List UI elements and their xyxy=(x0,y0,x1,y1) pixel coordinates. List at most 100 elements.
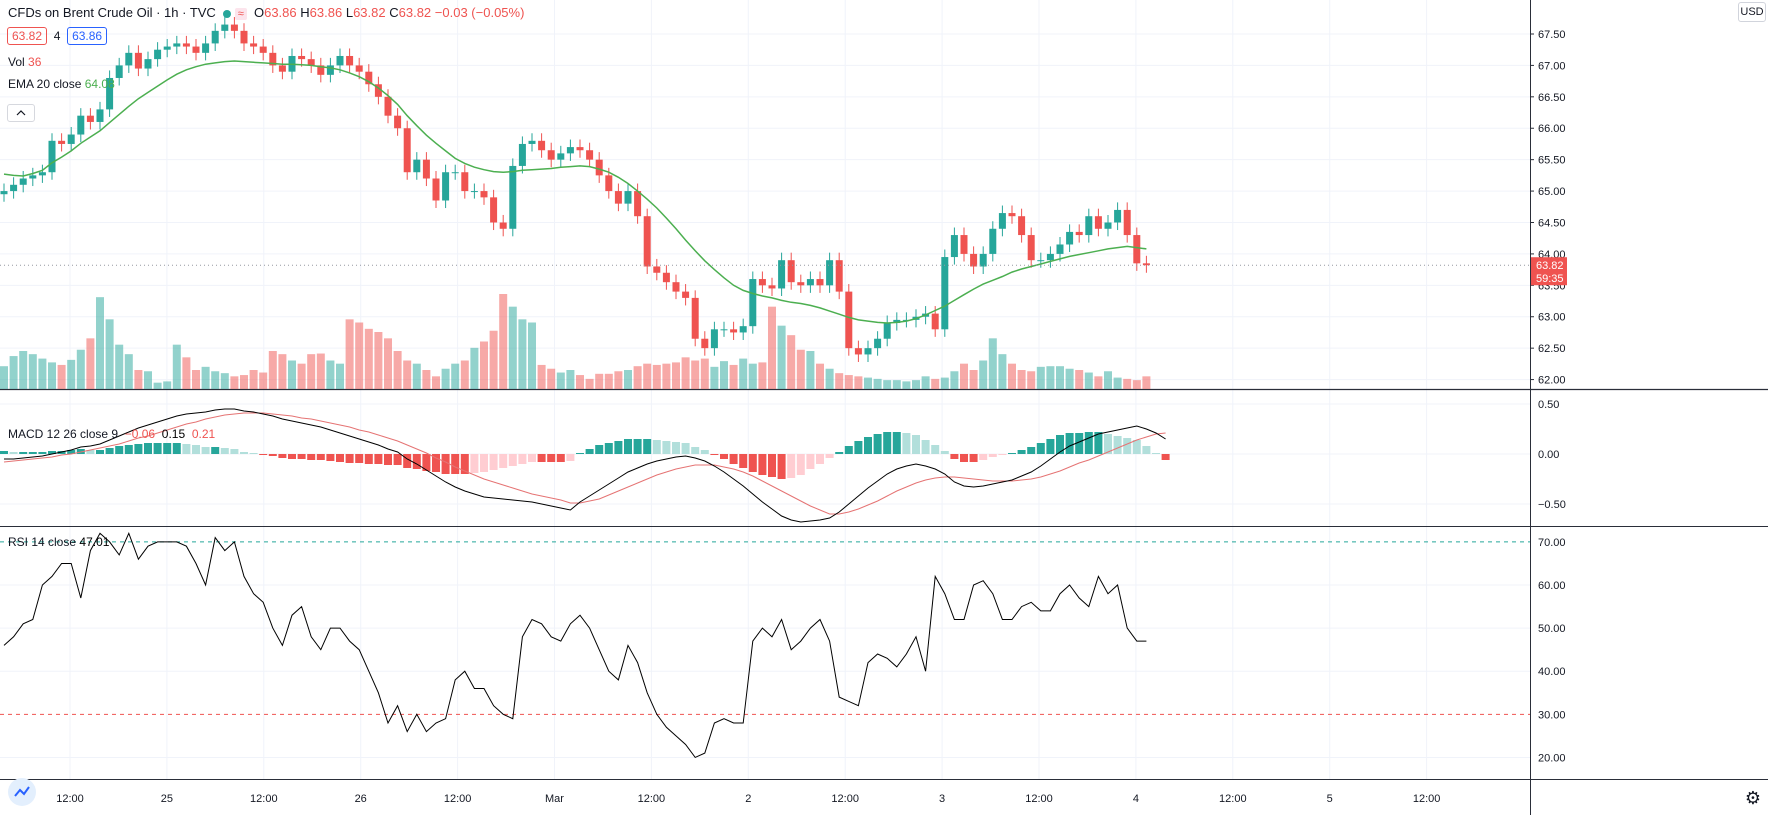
candle-body[interactable] xyxy=(1094,216,1102,229)
candle-body[interactable] xyxy=(1066,231,1074,245)
candle-body[interactable] xyxy=(989,228,997,254)
candle-body[interactable] xyxy=(278,65,286,72)
candle-body[interactable] xyxy=(653,266,661,273)
candle-body[interactable] xyxy=(355,65,363,72)
candle-body[interactable] xyxy=(1037,260,1045,262)
candle-body[interactable] xyxy=(518,143,526,166)
candle-body[interactable] xyxy=(576,147,584,151)
candle-body[interactable] xyxy=(787,260,795,283)
candle-body[interactable] xyxy=(307,59,315,66)
candle-body[interactable] xyxy=(797,282,805,286)
candle-body[interactable] xyxy=(221,24,229,31)
candle-body[interactable] xyxy=(192,46,200,53)
candle-body[interactable] xyxy=(413,159,421,173)
candle-body[interactable] xyxy=(835,260,843,292)
candle-body[interactable] xyxy=(202,43,210,53)
wave-icon[interactable]: ≈ xyxy=(234,8,247,20)
candle-body[interactable] xyxy=(230,24,238,31)
candle-body[interactable] xyxy=(720,329,728,331)
candle-body[interactable] xyxy=(10,184,18,192)
candle-body[interactable] xyxy=(19,178,27,185)
candle-body[interactable] xyxy=(163,46,171,50)
candle-body[interactable] xyxy=(269,52,277,66)
candle-body[interactable] xyxy=(326,65,334,75)
buy-price-button[interactable]: 63.86 xyxy=(67,27,108,45)
candle-body[interactable] xyxy=(1104,222,1112,229)
candle-body[interactable] xyxy=(941,257,949,330)
candle-body[interactable] xyxy=(701,338,709,349)
time-axis[interactable]: 12:00 25 12:00 26 12:00 Mar 12:00 2 12:00 3 12:00 4… xyxy=(56,793,1440,805)
candle-body[interactable] xyxy=(403,128,411,173)
candle-body[interactable] xyxy=(394,115,402,129)
candle-body[interactable] xyxy=(1123,209,1131,236)
gear-icon[interactable]: ⚙ xyxy=(1744,788,1762,808)
candle-body[interactable] xyxy=(336,55,344,66)
candle-body[interactable] xyxy=(1133,235,1141,264)
candle-body[interactable] xyxy=(250,43,258,47)
candle-body[interactable] xyxy=(154,49,162,60)
candle-body[interactable] xyxy=(806,279,814,286)
candle-body[interactable] xyxy=(365,71,373,85)
candle-body[interactable] xyxy=(864,348,872,355)
candle-body[interactable] xyxy=(931,313,939,330)
candle-body[interactable] xyxy=(547,150,555,160)
candle-body[interactable] xyxy=(1085,216,1093,236)
candle-body[interactable] xyxy=(317,65,325,75)
candle-body[interactable] xyxy=(566,147,574,154)
candle-body[interactable] xyxy=(758,279,766,286)
candle-body[interactable] xyxy=(883,323,891,339)
currency-button[interactable]: USD xyxy=(1738,2,1766,22)
candle-body[interactable] xyxy=(240,30,248,44)
candle-body[interactable] xyxy=(854,348,862,355)
candle-body[interactable] xyxy=(816,279,824,286)
candle-body[interactable] xyxy=(624,191,632,204)
candlestick-series[interactable] xyxy=(0,17,1150,362)
tradingview-logo-icon[interactable] xyxy=(8,778,36,806)
candle-body[interactable] xyxy=(710,329,718,349)
candle-body[interactable] xyxy=(1142,263,1150,266)
symbol-title[interactable]: CFDs on Brent Crude Oil · 1h · TVC xyxy=(8,5,216,20)
candle-body[interactable] xyxy=(77,115,85,135)
candle-body[interactable] xyxy=(298,55,306,60)
candle-body[interactable] xyxy=(1114,209,1122,223)
macd-legend[interactable]: MACD 12 26 close 9 −0.06 0.15 0.21 xyxy=(8,427,216,441)
sell-price-button[interactable]: 63.82 xyxy=(7,27,48,45)
candle-body[interactable] xyxy=(1018,216,1026,236)
candle-body[interactable] xyxy=(106,77,114,110)
candle-body[interactable] xyxy=(96,109,104,122)
candle-body[interactable] xyxy=(125,52,133,66)
candle-body[interactable] xyxy=(634,191,642,217)
candle-body[interactable] xyxy=(682,291,690,298)
candle-body[interactable] xyxy=(1027,235,1035,261)
candle-body[interactable] xyxy=(749,279,757,327)
candle-body[interactable] xyxy=(442,172,450,201)
candle-body[interactable] xyxy=(1008,213,1016,217)
candle-body[interactable] xyxy=(614,191,622,204)
candle-body[interactable] xyxy=(672,282,680,292)
candle-body[interactable] xyxy=(893,319,901,324)
candle-body[interactable] xyxy=(115,65,123,78)
candle-body[interactable] xyxy=(874,338,882,349)
candle-body[interactable] xyxy=(778,260,786,289)
volume-legend[interactable]: Vol 36 xyxy=(8,55,42,69)
candle-body[interactable] xyxy=(998,213,1006,229)
candle-body[interactable] xyxy=(422,159,430,179)
ema-legend[interactable]: EMA 20 close 64.08 xyxy=(8,77,115,91)
candle-body[interactable] xyxy=(470,191,478,193)
candle-body[interactable] xyxy=(86,115,94,122)
candle-body[interactable] xyxy=(490,197,498,223)
candle-body[interactable] xyxy=(0,191,8,195)
candle-body[interactable] xyxy=(259,46,267,53)
collapse-legend-button[interactable] xyxy=(7,104,35,122)
candle-body[interactable] xyxy=(643,216,651,267)
candle-body[interactable] xyxy=(595,159,603,176)
candle-body[interactable] xyxy=(38,172,46,176)
candle-body[interactable] xyxy=(509,165,517,229)
candle-body[interactable] xyxy=(768,285,776,289)
market-status-icon[interactable] xyxy=(223,9,232,18)
candle-body[interactable] xyxy=(950,235,958,258)
candle-body[interactable] xyxy=(605,175,613,192)
candle-body[interactable] xyxy=(480,191,488,198)
candle-body[interactable] xyxy=(499,222,507,229)
